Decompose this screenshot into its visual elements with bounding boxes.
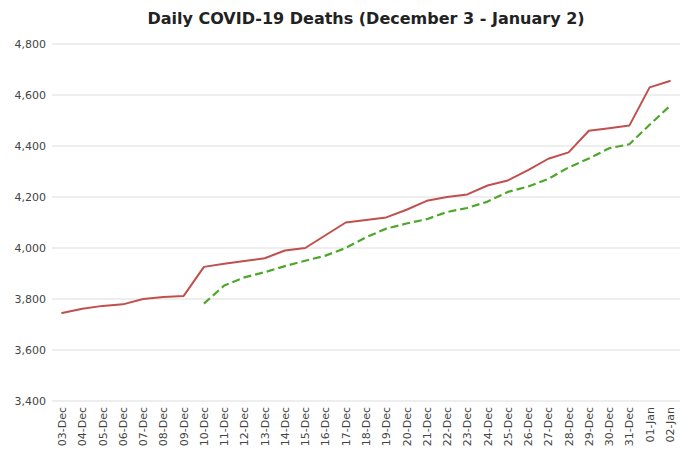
x-tick-label: 09-Dec	[178, 407, 191, 446]
x-tick-label: 25-Dec	[502, 407, 515, 446]
x-tick-label: 10-Dec	[198, 407, 211, 446]
y-tick-label: 3,800	[15, 293, 47, 306]
x-tick-label: 26-Dec	[522, 407, 535, 446]
chart-container: Daily COVID-19 Deaths (December 3 - Janu…	[0, 0, 696, 463]
x-tick-label: 07-Dec	[137, 407, 150, 446]
y-tick-label: 4,800	[15, 38, 47, 51]
x-tick-label: 02-Jan	[664, 407, 677, 443]
y-tick-label: 3,400	[15, 395, 47, 408]
x-tick-label: 08-Dec	[157, 407, 170, 446]
x-tick-label: 22-Dec	[441, 407, 454, 446]
x-axis: 03-Dec 04-Dec 05-Dec 06-Dec 07-Dec 08-Dec 09-D…	[56, 407, 677, 446]
x-tick-label: 15-Dec	[299, 407, 312, 446]
chart-title: Daily COVID-19 Deaths (December 3 - Janu…	[147, 9, 584, 28]
x-tick-label: 24-Dec	[482, 407, 495, 446]
y-tick-label: 4,200	[15, 191, 47, 204]
x-tick-label: 03-Dec	[56, 407, 69, 446]
y-tick-label: 3,600	[15, 344, 47, 357]
chart-svg: Daily COVID-19 Deaths (December 3 - Janu…	[0, 0, 696, 463]
x-tick-label: 16-Dec	[319, 407, 332, 446]
x-tick-label: 21-Dec	[421, 407, 434, 446]
x-tick-label: 29-Dec	[583, 407, 596, 446]
x-tick-label: 20-Dec	[401, 407, 414, 446]
series-line	[204, 106, 670, 304]
y-tick-label: 4,000	[15, 242, 47, 255]
x-tick-label: 14-Dec	[279, 407, 292, 446]
series-line	[62, 81, 670, 313]
x-tick-label: 12-Dec	[238, 407, 251, 446]
x-tick-label: 30-Dec	[603, 407, 616, 446]
x-tick-label: 31-Dec	[623, 407, 636, 446]
x-tick-label: 11-Dec	[218, 407, 231, 446]
x-tick-label: 05-Dec	[97, 407, 110, 446]
grid-line	[52, 401, 680, 402]
x-tick-label: 23-Dec	[461, 407, 474, 446]
x-tick-label: 17-Dec	[340, 407, 353, 446]
plot-area	[62, 81, 670, 313]
x-tick-label: 13-Dec	[259, 407, 272, 446]
x-tick-label: 04-Dec	[76, 407, 89, 446]
grid-line	[52, 146, 680, 147]
y-tick-label: 4,600	[15, 89, 47, 102]
x-tick-label: 18-Dec	[360, 407, 373, 446]
y-tick-label: 4,400	[15, 140, 47, 153]
grid-line	[52, 95, 680, 96]
x-tick-label: 19-Dec	[380, 407, 393, 446]
grid-line	[52, 248, 680, 249]
grid-line	[52, 197, 680, 198]
x-tick-label: 28-Dec	[563, 407, 576, 446]
grid-line	[52, 44, 680, 45]
x-tick-label: 01-Jan	[644, 407, 657, 443]
y-axis: 3,400 3,600 3,800 4,000 4,200 4,400 4,600 4,800	[15, 38, 681, 408]
grid-line	[52, 350, 680, 351]
x-tick-label: 27-Dec	[542, 407, 555, 446]
x-tick-label: 06-Dec	[117, 407, 130, 446]
